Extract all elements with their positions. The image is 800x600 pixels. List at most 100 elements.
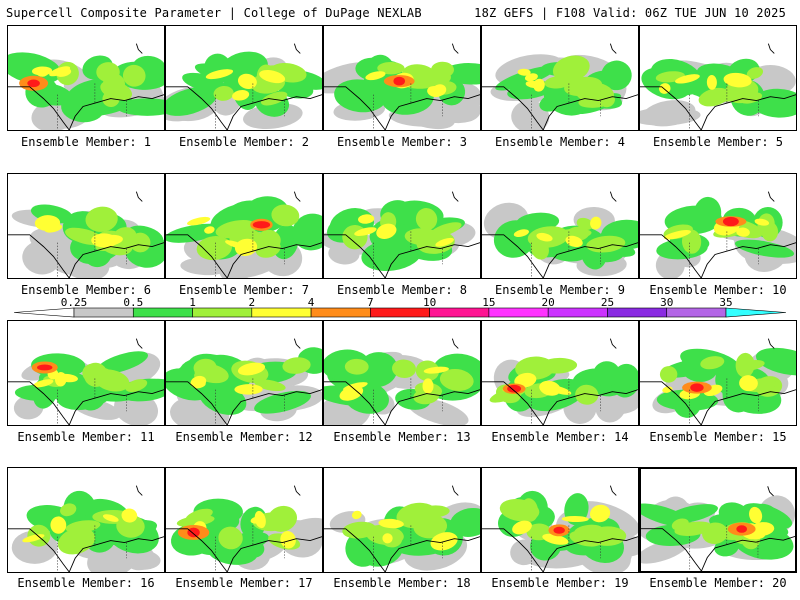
scp-field-lightgreen <box>215 220 258 239</box>
scp-field-yellow <box>736 227 750 237</box>
scp-map <box>324 485 480 572</box>
legend-tick-label: 0.5 <box>123 296 144 309</box>
scp-map <box>482 191 638 278</box>
scp-field-yellow <box>674 74 700 84</box>
scp-map <box>8 43 164 130</box>
scp-field-lightgreen <box>392 359 416 378</box>
scp-field-lightgreen <box>213 85 234 101</box>
ensemble-member-label: Ensemble Member: 12 <box>175 430 313 444</box>
ensemble-member-label: Ensemble Member: 2 <box>178 135 310 149</box>
state-border <box>531 377 601 425</box>
scp-map <box>166 43 322 130</box>
scp-map <box>482 338 638 425</box>
scp-field-lightgreen <box>255 239 281 258</box>
scp-field-yellow <box>354 227 377 236</box>
scp-field-yellow <box>382 533 393 544</box>
scp-field-yellow <box>234 384 263 395</box>
scp-field-yellow <box>754 218 770 226</box>
ensemble-member-map-8[interactable] <box>323 173 481 279</box>
scp-field-green <box>449 507 480 537</box>
ensemble-member-map-17[interactable] <box>165 467 323 573</box>
scp-field-yellow <box>739 375 758 392</box>
scp-field-low <box>180 257 230 276</box>
scp-field-yellow <box>589 504 611 523</box>
scp-field-lightgreen <box>125 379 148 392</box>
scp-field-yellow <box>706 74 717 90</box>
coastline-border <box>166 86 322 130</box>
scp-field-yellow <box>524 73 538 82</box>
scp-field-lightgreen <box>700 356 725 370</box>
ensemble-member-map-5[interactable] <box>639 25 797 131</box>
scp-field-lightgreen <box>575 384 599 405</box>
scp-field-yellow <box>422 378 434 394</box>
lake-outline <box>293 43 301 54</box>
state-border <box>531 230 601 278</box>
legend-color-segment <box>607 307 668 318</box>
scp-field-yellow <box>533 78 545 92</box>
scp-field-yellow <box>237 73 257 90</box>
ensemble-member-map-12[interactable] <box>165 320 323 426</box>
state-border <box>373 377 443 425</box>
scp-field-lightgreen <box>377 61 405 75</box>
ensemble-member-map-1[interactable] <box>7 25 165 131</box>
lake-outline <box>135 43 143 54</box>
scp-field-red <box>507 384 522 393</box>
ensemble-member-map-11[interactable] <box>7 320 165 426</box>
scp-field-lightgreen <box>681 229 702 254</box>
scp-map <box>324 338 480 425</box>
scp-field-yellow <box>423 366 449 374</box>
scp-map <box>324 191 480 278</box>
ensemble-member-map-13[interactable] <box>323 320 481 426</box>
state-border <box>215 82 285 130</box>
state-border <box>689 82 759 130</box>
scp-field-yellow <box>376 223 397 239</box>
lake-outline <box>293 338 301 349</box>
state-border <box>373 82 443 130</box>
scp-field-lightgreen <box>413 388 440 405</box>
ensemble-member-map-7[interactable] <box>165 173 323 279</box>
ensemble-member-map-9[interactable] <box>481 173 639 279</box>
scp-field-green <box>116 98 164 116</box>
legend-color-segment <box>429 307 490 318</box>
lake-outline <box>767 338 775 349</box>
state-border <box>531 82 601 130</box>
scp-field-green <box>254 390 311 414</box>
scp-field-green <box>292 213 322 251</box>
ensemble-member-map-20[interactable] <box>639 467 797 573</box>
scp-field-lightgreen <box>282 357 311 374</box>
scp-field-yellow <box>542 533 569 545</box>
scp-field-green <box>96 351 148 374</box>
lake-outline <box>451 43 459 54</box>
scp-field-lightgreen <box>703 89 743 102</box>
legend-color-segment <box>370 307 430 318</box>
scp-field-yellow <box>723 72 752 88</box>
scp-field-lightgreen <box>342 521 377 539</box>
scp-field-yellow <box>49 66 71 77</box>
ensemble-member-map-18[interactable] <box>323 467 481 573</box>
scp-field-lightgreen <box>552 55 590 82</box>
scp-field-red <box>36 364 53 371</box>
scp-map <box>640 338 796 425</box>
ensemble-member-map-19[interactable] <box>481 467 639 573</box>
coastline-border <box>482 381 638 425</box>
ensemble-member-map-14[interactable] <box>481 320 639 426</box>
legend-color-segment <box>73 307 134 318</box>
ensemble-member-map-16[interactable] <box>7 467 165 573</box>
lake-outline <box>609 191 617 202</box>
coastline-border <box>640 381 796 425</box>
ensemble-member-map-4[interactable] <box>481 25 639 131</box>
ensemble-member-map-15[interactable] <box>639 320 797 426</box>
state-border <box>57 82 127 130</box>
scp-field-yellow <box>204 226 215 234</box>
coastline-border <box>324 528 480 572</box>
state-border <box>57 377 127 425</box>
ensemble-member-map-10[interactable] <box>639 173 797 279</box>
scp-field-red <box>27 79 40 88</box>
ensemble-member-map-6[interactable] <box>7 173 165 279</box>
scp-field-lightgreen <box>82 363 103 383</box>
ensemble-member-map-3[interactable] <box>323 25 481 131</box>
lake-outline <box>135 191 143 202</box>
lake-outline <box>451 191 459 202</box>
ensemble-member-map-2[interactable] <box>165 25 323 131</box>
scp-field-lightgreen <box>260 91 288 106</box>
